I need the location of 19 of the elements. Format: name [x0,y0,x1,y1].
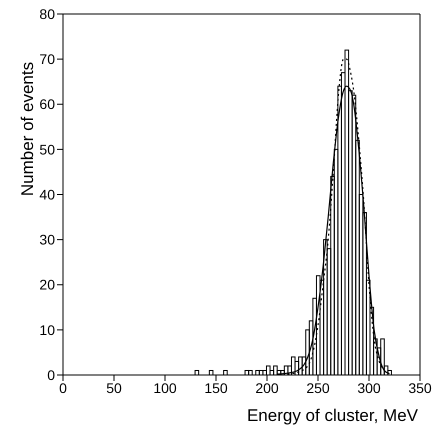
y-tick-label: 30 [39,232,56,248]
x-tick-label: 50 [106,380,122,396]
y-tick-label: 70 [39,51,56,68]
y-tick-label: 40 [39,186,56,202]
x-tick-label: 200 [255,380,279,396]
x-axis-title: Energy of cluster, MeV [246,406,419,425]
y-tick-label: 20 [39,276,56,293]
x-tick-label: 150 [204,380,228,396]
y-axis-title: Number of events [18,62,38,196]
y-tick-label: 80 [39,6,56,22]
y-tick-label: 50 [39,141,56,158]
y-tick-label: 60 [39,96,56,112]
x-tick-label: 350 [408,380,432,396]
y-tick-label: 0 [47,366,56,383]
y-tick-label: 10 [39,322,56,338]
x-tick-label: 250 [306,380,330,396]
x-tick-label: 300 [357,380,381,396]
x-tick-label: 0 [59,380,68,396]
x-tick-label: 100 [153,380,177,396]
